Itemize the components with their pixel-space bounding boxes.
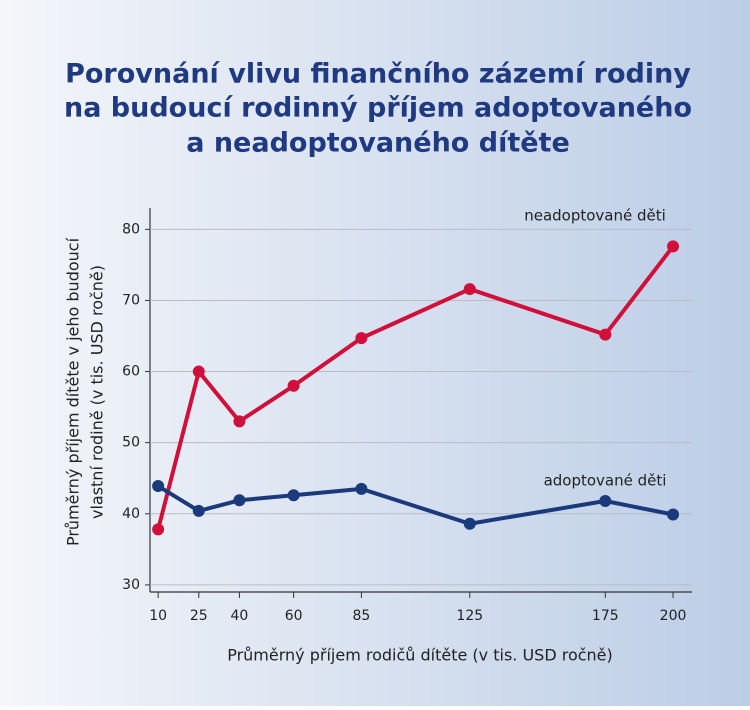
x-tick-label: 25 [190,608,208,624]
point [287,379,300,392]
y-tick-label: 70 [122,292,140,308]
x-tick-label: 40 [231,608,249,624]
x-tick-label: 60 [285,608,303,624]
y-tick-label: 30 [122,577,140,593]
point [287,489,300,502]
point [463,283,476,296]
point [463,517,476,530]
x-tick-label: 175 [592,608,619,624]
point [192,365,205,378]
point [599,494,612,507]
y-tick-label: 80 [122,221,140,237]
series-label: neadoptované děti [524,207,666,225]
point [355,482,368,495]
series-line [157,484,674,526]
point [152,523,165,536]
series-label: adoptované děti [544,472,667,490]
point [233,494,246,507]
chart-title: Porovnání vlivu finančního zázemí rodiny [65,59,691,90]
y-axis-label: Průměrný příjem dítěte v jeho budoucí [64,237,83,546]
x-tick-label: 85 [352,608,370,624]
point [192,504,205,517]
point [599,328,612,341]
point [355,332,368,345]
point [233,415,246,428]
chart-title: a neadoptovaného dítěte [186,128,570,159]
y-tick-label: 50 [122,435,140,451]
chart-title: na budoucí rodinný příjem adoptovaného [64,93,692,124]
y-axis-label: vlastní rodině (v tis. USD ročně) [88,265,107,519]
point [152,480,165,493]
series-line [156,245,675,530]
point [667,508,680,521]
x-tick-label: 200 [660,608,687,624]
y-tick-label: 40 [122,506,140,522]
x-tick-label: 10 [149,608,167,624]
y-tick-label: 60 [122,364,140,380]
x-tick-label: 125 [456,608,483,624]
point [667,240,680,253]
x-axis-label: Průměrný příjem rodičů dítěte (v tis. US… [227,646,613,665]
